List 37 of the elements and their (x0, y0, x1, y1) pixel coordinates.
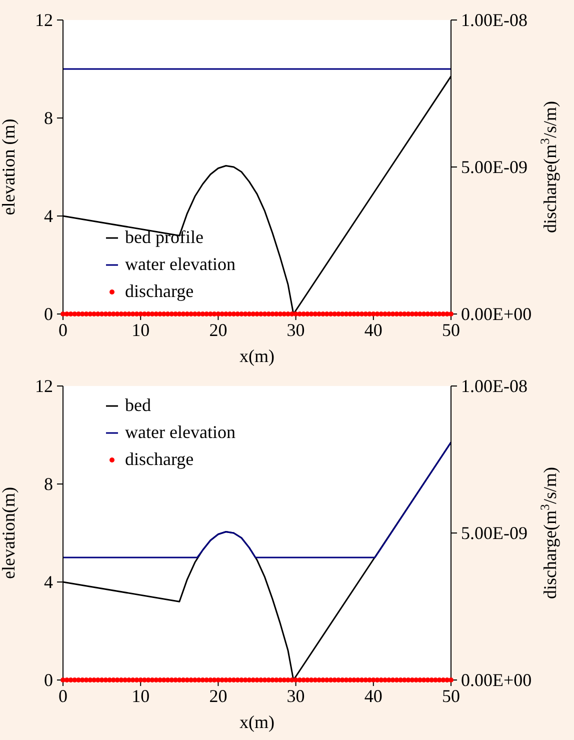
legend-label: water elevation (125, 421, 236, 444)
legend-label: bed (125, 394, 151, 417)
y-tick-label: 12 (35, 10, 53, 30)
x-tick-label: 20 (209, 686, 228, 706)
x-tick-label: 50 (442, 686, 460, 706)
x-tick-label: 20 (209, 320, 228, 340)
legend-label: discharge (125, 280, 194, 303)
x-axis-title: x(m) (240, 346, 274, 366)
y-tick-label: 8 (44, 474, 53, 494)
y-axis-title: elevation (m) (0, 118, 18, 216)
y-tick-label: 8 (44, 108, 53, 128)
y-tick-label: 4 (44, 206, 53, 226)
y2-tick-label: 0.00E+00 (461, 304, 532, 324)
x-tick-label: 0 (58, 686, 68, 706)
x-axis-title: x(m) (240, 712, 274, 732)
y2-tick-label: 1.00E-08 (461, 376, 528, 396)
y-tick-label: 12 (35, 376, 53, 396)
y2-tick-label: 0.00E+00 (461, 670, 532, 690)
x-tick-label: 10 (132, 686, 150, 706)
legend-label: water elevation (125, 253, 236, 276)
y-tick-label: 0 (44, 670, 53, 690)
y-axis-title: elevation(m) (0, 487, 18, 579)
y-tick-label: 4 (44, 572, 53, 592)
y-tick-label: 0 (44, 304, 53, 324)
y2-tick-label: 5.00E-09 (461, 157, 528, 177)
x-tick-label: 0 (58, 320, 68, 340)
legend-label: discharge (125, 448, 194, 471)
x-tick-label: 10 (132, 320, 150, 340)
x-tick-label: 40 (364, 320, 382, 340)
line-series (62, 442, 452, 558)
x-tick-label: 50 (442, 320, 460, 340)
y2-tick-label: 1.00E-08 (461, 10, 528, 30)
legend-label: bed profile (125, 226, 204, 249)
x-tick-label: 40 (364, 686, 382, 706)
x-tick-label: 30 (286, 686, 305, 706)
y2-tick-label: 5.00E-09 (461, 523, 528, 543)
x-tick-label: 30 (286, 320, 305, 340)
